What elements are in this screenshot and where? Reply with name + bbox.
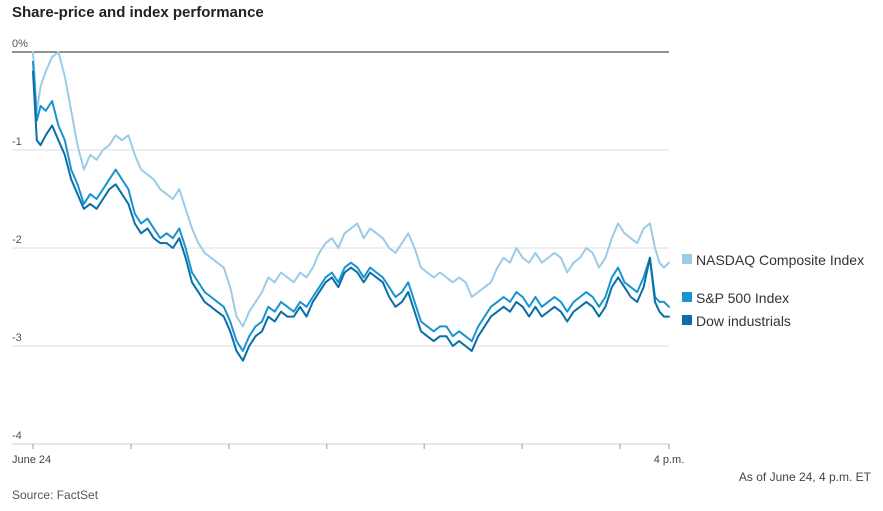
legend-swatch (682, 254, 692, 264)
y-tick-label: -2 (12, 234, 22, 246)
legend-label: S&P 500 Index (696, 290, 789, 306)
chart-title: Share-price and index performance (12, 4, 264, 21)
legend-label: NASDAQ Composite Index (696, 252, 864, 268)
grid-lines (12, 51, 669, 445)
x-tick-label: June 24 (12, 454, 51, 466)
legend: NASDAQ Composite Index S&P 500 Index Dow i… (682, 252, 864, 329)
y-tick-label: -1 (12, 136, 22, 148)
y-tick-label: 0% (12, 38, 28, 50)
series-line-0 (32, 51, 670, 328)
legend-swatch (682, 315, 692, 325)
y-axis-ticks: 0% -1 -2 -3 -4 (12, 38, 28, 442)
y-tick-label: -4 (12, 430, 22, 442)
x-tick-label: 4 p.m. (654, 454, 685, 466)
x-axis: June 24 4 p.m. (12, 443, 685, 466)
series-line-2 (32, 70, 670, 362)
y-tick-label: -3 (12, 332, 22, 344)
series-lines (32, 51, 670, 362)
series-line-1 (32, 60, 670, 352)
source-note: Source: FactSet (12, 488, 99, 502)
as-of-note: As of June 24, 4 p.m. ET (738, 470, 871, 484)
legend-swatch (682, 292, 692, 302)
legend-label: Dow industrials (696, 313, 791, 329)
